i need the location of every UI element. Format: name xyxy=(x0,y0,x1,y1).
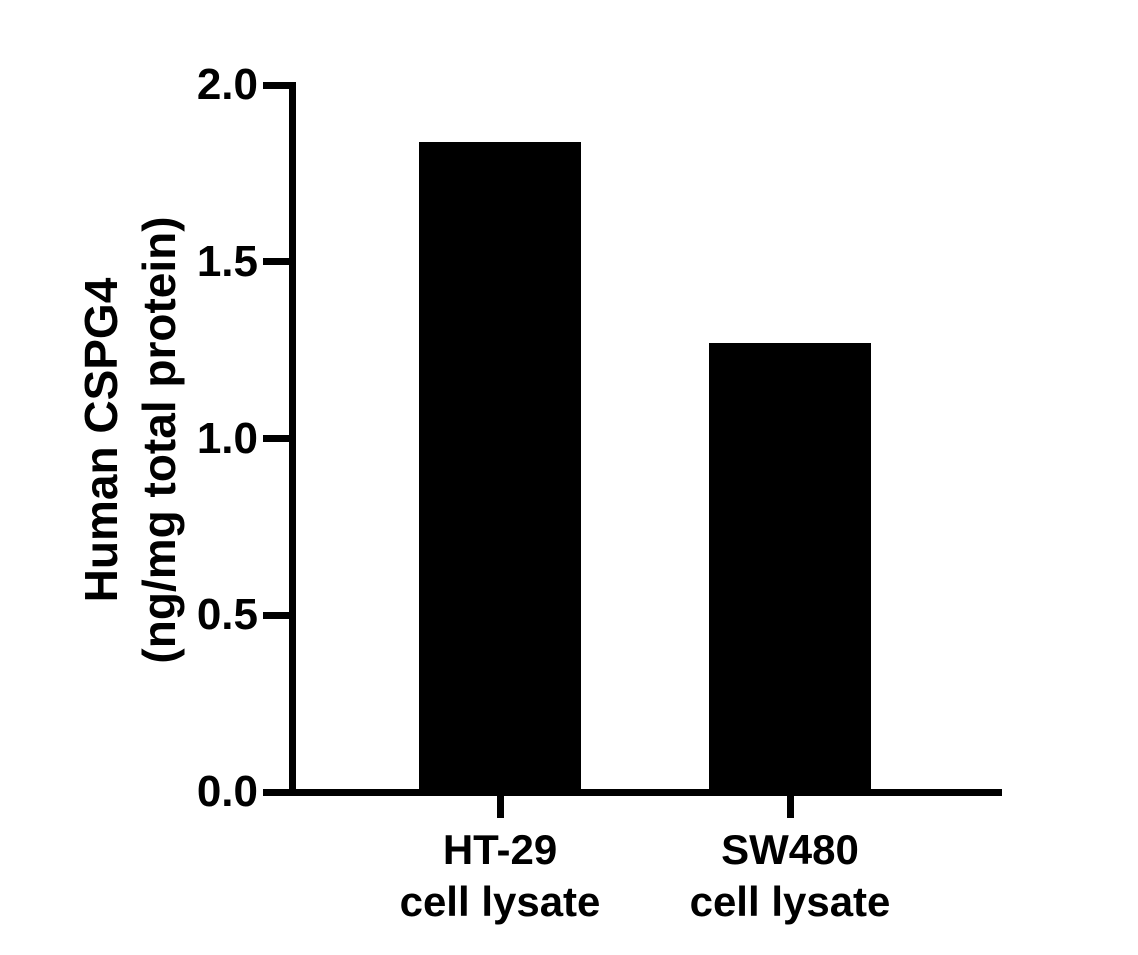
bar-ht-29-cell-lysate xyxy=(419,141,581,796)
y-axis-tick-label: 1.5 xyxy=(196,236,258,286)
x-category-label-line: SW480 xyxy=(721,826,859,873)
y-axis-tick-label: 0.5 xyxy=(196,590,258,640)
y-axis-line xyxy=(288,81,296,796)
y-axis-tick xyxy=(262,258,289,266)
y-axis-tick xyxy=(262,611,289,619)
x-axis-tick xyxy=(786,795,794,818)
x-category-label: HT-29 cell lysate xyxy=(350,824,650,928)
bar-sw480-cell-lysate xyxy=(709,343,871,796)
x-category-label: SW480 cell lysate xyxy=(640,824,940,928)
y-axis-tick xyxy=(262,435,289,442)
y-axis-tick-label: 2.0 xyxy=(196,60,258,109)
y-axis-tick-label: 1.0 xyxy=(196,413,258,463)
x-axis-line xyxy=(288,788,1002,796)
x-axis-tick xyxy=(496,795,504,818)
y-axis-tick xyxy=(262,81,289,89)
x-category-label-line: cell lysate xyxy=(689,878,891,925)
y-axis-tick xyxy=(262,788,289,796)
y-axis-tick-label: 0.0 xyxy=(196,767,258,816)
x-category-label-line: cell lysate xyxy=(399,878,601,925)
x-category-label-line: HT-29 xyxy=(442,826,558,873)
